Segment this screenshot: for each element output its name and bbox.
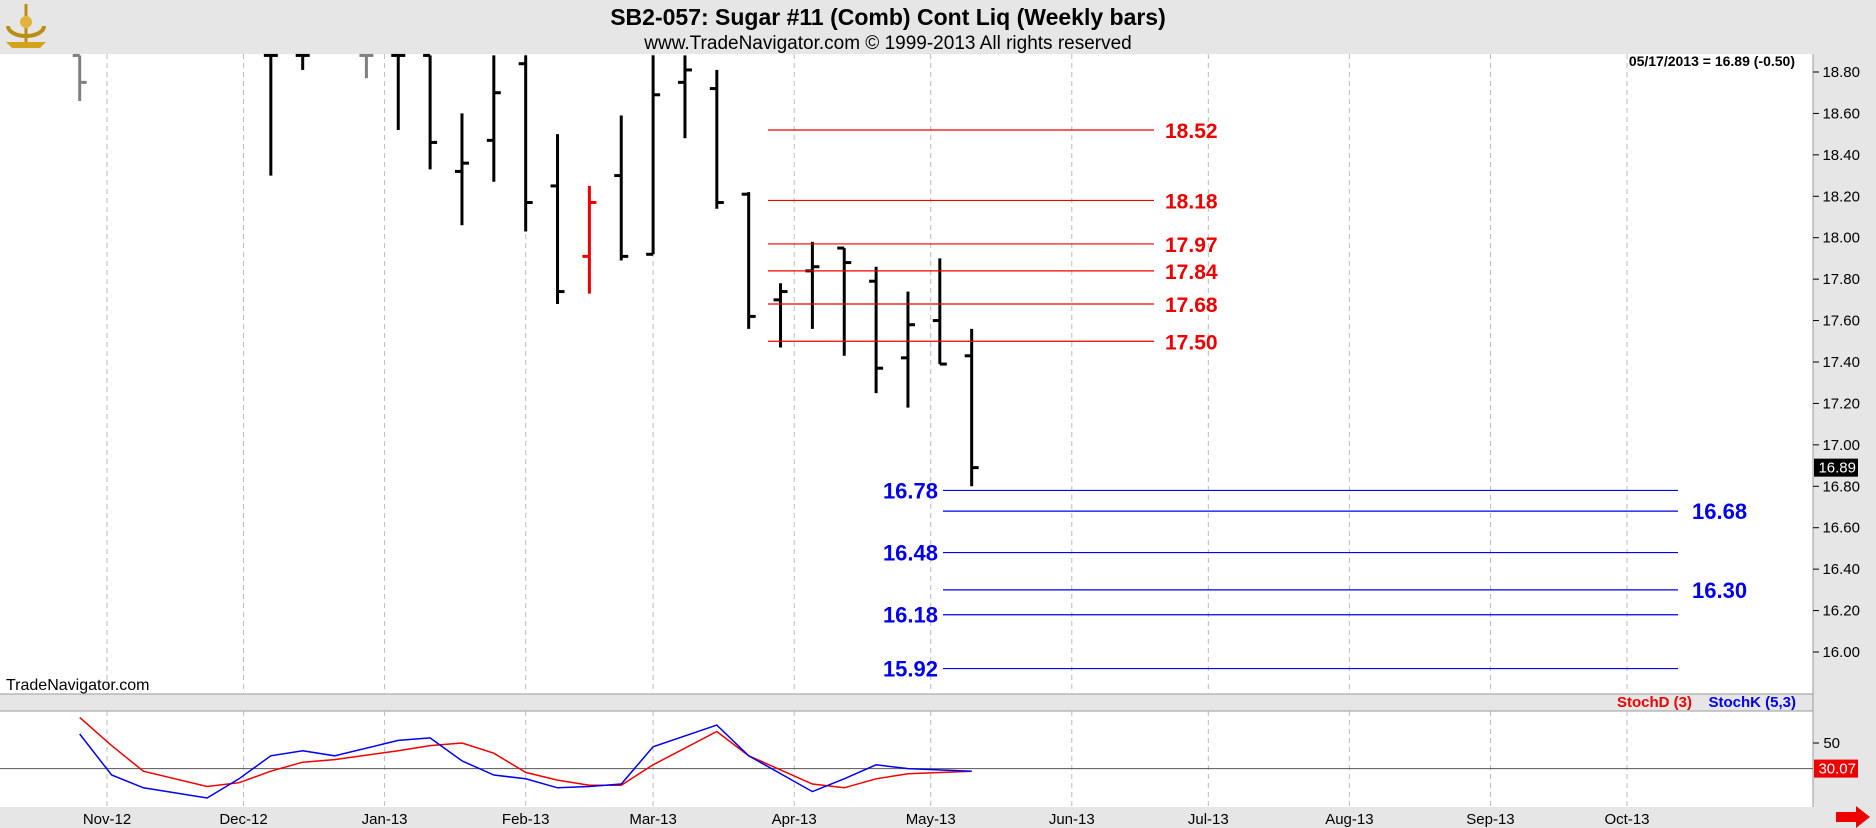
- chart-title: SB2-057: Sugar #11 (Comb) Cont Liq (Week…: [610, 4, 1166, 30]
- vertical-grid: [106, 54, 1628, 807]
- x-tick-label: Jun-13: [1049, 811, 1095, 828]
- x-tick-label: Nov-12: [83, 811, 131, 828]
- watermark: TradeNavigator.com: [6, 677, 149, 694]
- x-tick-label: Dec-12: [219, 811, 267, 828]
- oscillator-last-label: 30.07: [1818, 761, 1856, 778]
- support-label: 16.68: [1692, 499, 1747, 524]
- legend-stochd: StochD (3): [1617, 694, 1692, 711]
- x-tick-label: Jul-13: [1188, 811, 1229, 828]
- ohlc-bars: [72, 53, 979, 487]
- date-axis: Nov-12 Dec-12 Jan-13 Feb-13 Mar-13 Apr-13 May-…: [83, 811, 1650, 828]
- resistance-label: 18.52: [1165, 120, 1218, 143]
- price-levels: 18.52 18.18 17.97 17.84 17.68 17.50 16.78 16.48…: [768, 120, 1747, 682]
- oscillator-panel: [0, 711, 1813, 807]
- y-tick-label: 17.40: [1822, 354, 1860, 371]
- oscillator-series-line: [79, 724, 972, 799]
- stochastic-oscillator: 50 30.07: [0, 716, 1858, 799]
- x-tick-label: Aug-13: [1325, 811, 1373, 828]
- y-tick-label: 17.00: [1822, 437, 1860, 454]
- support-label: 16.30: [1692, 578, 1747, 603]
- y-tick-label: 16.40: [1822, 561, 1860, 578]
- x-tick-label: Feb-13: [502, 811, 550, 828]
- logo-base: [6, 42, 46, 48]
- y-tick-label: 16.60: [1822, 520, 1860, 537]
- x-tick-label: May-13: [906, 811, 956, 828]
- price-axis: 18.80 18.60 18.40 18.20 18.00 17.80 17.60 17.40…: [1813, 64, 1860, 661]
- last-price-box: [1814, 458, 1858, 477]
- y-tick-label: 16.00: [1822, 644, 1860, 661]
- resistance-label: 17.84: [1165, 261, 1218, 284]
- resistance-label: 17.50: [1165, 331, 1218, 354]
- oscillator-legend: StochD (3) StochK (5,3): [1617, 694, 1796, 711]
- last-price-label: 16.89: [1818, 460, 1856, 477]
- scroll-right-arrow-icon[interactable]: [1836, 806, 1870, 828]
- support-label: 16.78: [883, 478, 938, 503]
- logo-icon: [6, 4, 46, 48]
- logo-hub: [20, 16, 32, 28]
- last-quote: 05/17/2013 = 16.89 (-0.50): [1629, 53, 1795, 69]
- y-tick-label: 17.80: [1822, 271, 1860, 288]
- x-tick-label: Sep-13: [1466, 811, 1514, 828]
- x-tick-label: Oct-13: [1604, 811, 1649, 828]
- y-tick-label: 18.60: [1822, 105, 1860, 122]
- chart-subtitle: www.TradeNavigator.com © 1999-2013 All r…: [643, 33, 1131, 54]
- y-tick-label: 18.40: [1822, 147, 1860, 164]
- y-tick-label: 50: [1823, 735, 1840, 752]
- resistance-label: 17.97: [1165, 234, 1218, 257]
- logo-wheel: [6, 25, 46, 38]
- oscillator-last-box: [1814, 759, 1858, 778]
- oscillator-series-line: [79, 716, 972, 789]
- legend-stochk: StochK (5,3): [1708, 694, 1796, 711]
- support-label: 16.18: [883, 603, 938, 628]
- resistance-label: 18.18: [1165, 190, 1218, 213]
- x-tick-label: Apr-13: [772, 811, 817, 828]
- y-tick-label: 18.00: [1822, 230, 1860, 247]
- support-label: 15.92: [883, 657, 938, 682]
- y-tick-label: 18.20: [1822, 188, 1860, 205]
- resistance-label: 17.68: [1165, 294, 1218, 317]
- x-tick-label: Jan-13: [362, 811, 408, 828]
- x-tick-label: Mar-13: [629, 811, 677, 828]
- y-tick-label: 17.20: [1822, 395, 1860, 412]
- support-label: 16.48: [883, 541, 938, 566]
- y-tick-label: 16.80: [1822, 478, 1860, 495]
- y-tick-label: 18.80: [1822, 64, 1860, 81]
- y-tick-label: 17.60: [1822, 313, 1860, 330]
- y-tick-label: 16.20: [1822, 603, 1860, 620]
